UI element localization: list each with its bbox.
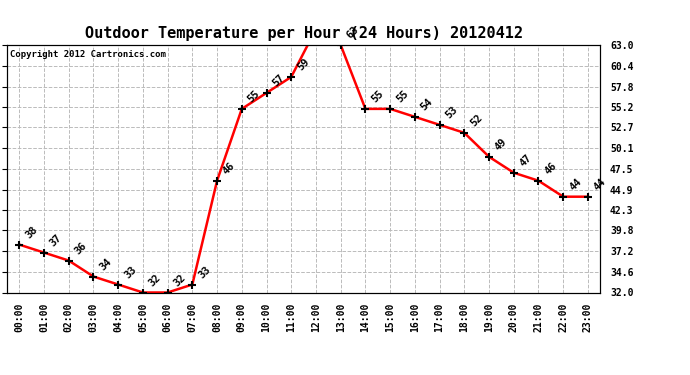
Text: 52: 52 [469,113,484,129]
Text: 54: 54 [419,97,435,113]
Text: 57: 57 [270,73,286,89]
Text: 47: 47 [518,153,534,169]
Text: 55: 55 [394,89,411,105]
Text: 49: 49 [493,137,509,153]
Title: Outdoor Temperature per Hour (24 Hours) 20120412: Outdoor Temperature per Hour (24 Hours) … [85,26,522,41]
Text: Copyright 2012 Cartronics.com: Copyright 2012 Cartronics.com [10,50,166,59]
Text: 63: 63 [345,25,361,41]
Text: 37: 37 [48,232,64,248]
Text: 34: 34 [97,256,114,272]
Text: 59: 59 [295,57,311,73]
Text: 36: 36 [73,240,89,256]
Text: 32: 32 [172,272,188,288]
Text: 46: 46 [542,160,559,177]
Text: 65: 65 [0,374,1,375]
Text: 46: 46 [221,160,237,177]
Text: 44: 44 [567,177,583,192]
Text: 53: 53 [444,105,460,121]
Text: 32: 32 [147,272,163,288]
Text: 38: 38 [23,225,39,240]
Text: 55: 55 [246,89,262,105]
Text: 55: 55 [370,89,386,105]
Text: 44: 44 [592,177,608,192]
Text: 33: 33 [122,264,138,280]
Text: 33: 33 [197,264,213,280]
